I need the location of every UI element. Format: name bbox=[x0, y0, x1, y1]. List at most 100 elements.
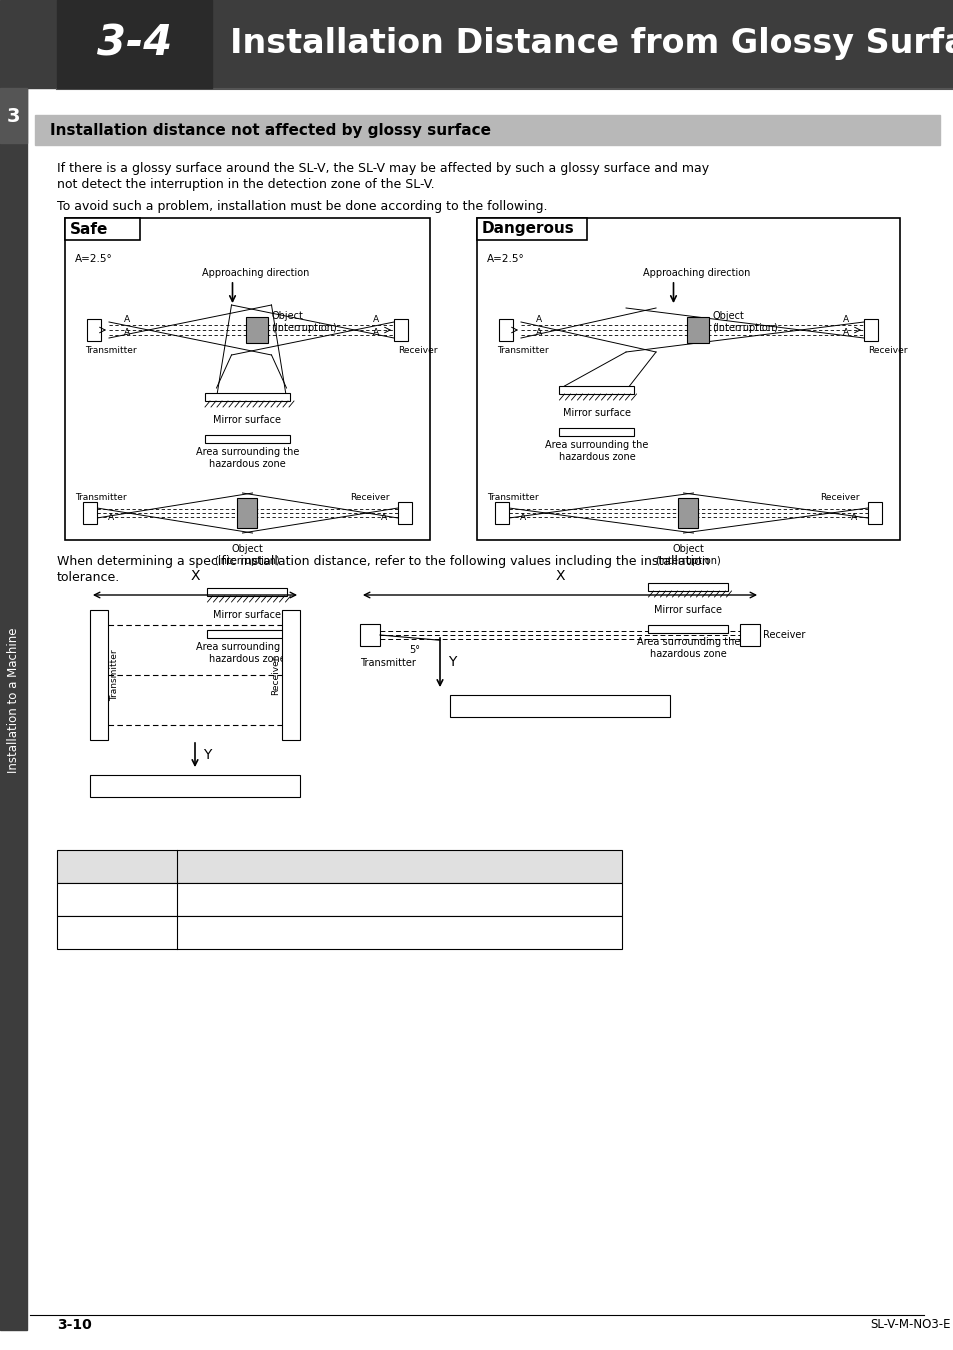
Text: tolerance.: tolerance. bbox=[57, 571, 120, 585]
Bar bbox=[208, 630, 287, 639]
Text: Transmitter: Transmitter bbox=[486, 493, 538, 502]
Text: SL-V-M-NO3-E: SL-V-M-NO3-E bbox=[869, 1319, 949, 1331]
Text: If there is a glossy surface around the SL-V, the SL-V may be affected by such a: If there is a glossy surface around the … bbox=[57, 162, 708, 176]
Text: Area surrounding the
hazardous zone: Area surrounding the hazardous zone bbox=[195, 643, 299, 664]
Text: 0.13 m: 0.13 m bbox=[183, 892, 227, 906]
Text: A: A bbox=[373, 316, 378, 324]
Bar bbox=[0, 0, 953, 88]
Bar bbox=[863, 319, 877, 342]
Text: A=2.5°: A=2.5° bbox=[75, 254, 112, 265]
Text: Area surrounding the
hazardous zone: Area surrounding the hazardous zone bbox=[195, 447, 299, 468]
Bar bbox=[450, 695, 669, 717]
Text: Object
(Interruption): Object (Interruption) bbox=[214, 544, 280, 566]
Text: 3-10: 3-10 bbox=[57, 1318, 91, 1332]
Text: Minimum installation distance “Y”: Minimum installation distance “Y” bbox=[294, 860, 505, 873]
Text: Receiver: Receiver bbox=[397, 346, 437, 355]
Text: Receiver: Receiver bbox=[867, 346, 906, 355]
Text: Mirror surface: Mirror surface bbox=[562, 408, 630, 418]
Text: Installation Distance from Glossy Surfaces: Installation Distance from Glossy Surfac… bbox=[230, 27, 953, 61]
Bar bbox=[65, 217, 430, 540]
Text: Transmitter: Transmitter bbox=[359, 657, 416, 668]
Bar bbox=[90, 775, 299, 796]
Bar bbox=[394, 319, 408, 342]
Bar bbox=[57, 917, 621, 949]
Bar bbox=[237, 498, 257, 528]
Text: Safe: Safe bbox=[70, 221, 109, 236]
Bar bbox=[83, 502, 97, 524]
Bar bbox=[205, 393, 290, 401]
Text: A: A bbox=[373, 328, 378, 338]
Bar bbox=[495, 502, 509, 524]
Text: Transmitter: Transmitter bbox=[85, 346, 136, 355]
Text: Approaching direction: Approaching direction bbox=[643, 269, 750, 278]
Text: Mirror surface: Mirror surface bbox=[654, 605, 721, 616]
Text: Transmitter: Transmitter bbox=[110, 649, 119, 701]
Bar bbox=[0, 88, 27, 1330]
Bar bbox=[498, 319, 513, 342]
Bar bbox=[246, 317, 268, 343]
Text: X: X bbox=[190, 568, 199, 583]
Text: A: A bbox=[536, 328, 541, 338]
Text: Receiver: Receiver bbox=[762, 630, 804, 640]
Text: X: X bbox=[555, 568, 564, 583]
Bar bbox=[57, 0, 212, 88]
Bar bbox=[208, 589, 287, 595]
Bar bbox=[0, 88, 27, 143]
Text: A=2.5°: A=2.5° bbox=[486, 254, 524, 265]
Bar bbox=[65, 217, 140, 240]
Bar bbox=[867, 502, 882, 524]
Text: A: A bbox=[124, 328, 130, 338]
Text: Object
(Interruption): Object (Interruption) bbox=[272, 312, 337, 333]
Bar bbox=[359, 624, 379, 647]
Text: Mirror surface: Mirror surface bbox=[213, 414, 281, 425]
Bar bbox=[476, 217, 586, 240]
Text: Receiver: Receiver bbox=[820, 493, 859, 502]
Text: Operating
distance “X”: Operating distance “X” bbox=[80, 852, 153, 880]
Text: X/2 x tan5° = 0.0437 X: X/2 x tan5° = 0.0437 X bbox=[183, 926, 329, 940]
Text: Y: Y bbox=[448, 656, 456, 670]
Bar bbox=[57, 883, 621, 917]
Bar bbox=[648, 625, 728, 633]
Bar bbox=[687, 317, 709, 343]
Text: Dangerous: Dangerous bbox=[481, 221, 574, 236]
Text: When determining a specific installation distance, refer to the following values: When determining a specific installation… bbox=[57, 555, 709, 568]
Bar bbox=[87, 319, 101, 342]
Text: 3 m or more: 3 m or more bbox=[63, 926, 140, 940]
Text: Transmitter: Transmitter bbox=[75, 493, 127, 502]
Text: 3-4: 3-4 bbox=[97, 23, 172, 65]
Text: not detect the interruption in the detection zone of the SL-V.: not detect the interruption in the detec… bbox=[57, 178, 435, 190]
Text: Mirror surface: Mirror surface bbox=[520, 701, 598, 711]
Bar bbox=[476, 217, 899, 540]
Text: A: A bbox=[380, 513, 387, 522]
Bar bbox=[397, 502, 412, 524]
Bar bbox=[282, 610, 299, 740]
Text: Object
(Interruption): Object (Interruption) bbox=[712, 312, 778, 333]
Text: Object
(Interruption): Object (Interruption) bbox=[655, 544, 720, 566]
Text: A: A bbox=[108, 513, 114, 522]
Text: Mirror surface: Mirror surface bbox=[156, 782, 233, 791]
Bar bbox=[740, 624, 760, 647]
Bar bbox=[558, 428, 634, 436]
Text: Installation to a Machine: Installation to a Machine bbox=[7, 628, 20, 772]
Text: A: A bbox=[850, 513, 856, 522]
Bar bbox=[57, 850, 621, 883]
Text: A: A bbox=[536, 316, 541, 324]
Text: To avoid such a problem, installation must be done according to the following.: To avoid such a problem, installation mu… bbox=[57, 200, 547, 213]
Text: Area surrounding the
hazardous zone: Area surrounding the hazardous zone bbox=[545, 440, 648, 462]
Text: Receiver: Receiver bbox=[271, 655, 280, 695]
Text: Receiver: Receiver bbox=[350, 493, 389, 502]
Bar bbox=[558, 386, 634, 394]
Bar bbox=[648, 583, 728, 591]
Bar bbox=[35, 115, 939, 144]
Text: A: A bbox=[124, 316, 130, 324]
Text: A: A bbox=[519, 513, 525, 522]
Bar bbox=[90, 610, 108, 740]
Bar bbox=[205, 435, 290, 443]
Text: Mirror surface: Mirror surface bbox=[213, 610, 281, 620]
Text: 3: 3 bbox=[7, 107, 20, 126]
Text: Less than 3 m: Less than 3 m bbox=[63, 892, 151, 906]
Text: Transmitter: Transmitter bbox=[497, 346, 548, 355]
Text: 5°: 5° bbox=[409, 645, 420, 655]
Text: Area surrounding the
hazardous zone: Area surrounding the hazardous zone bbox=[637, 637, 740, 659]
Text: A: A bbox=[842, 328, 848, 338]
